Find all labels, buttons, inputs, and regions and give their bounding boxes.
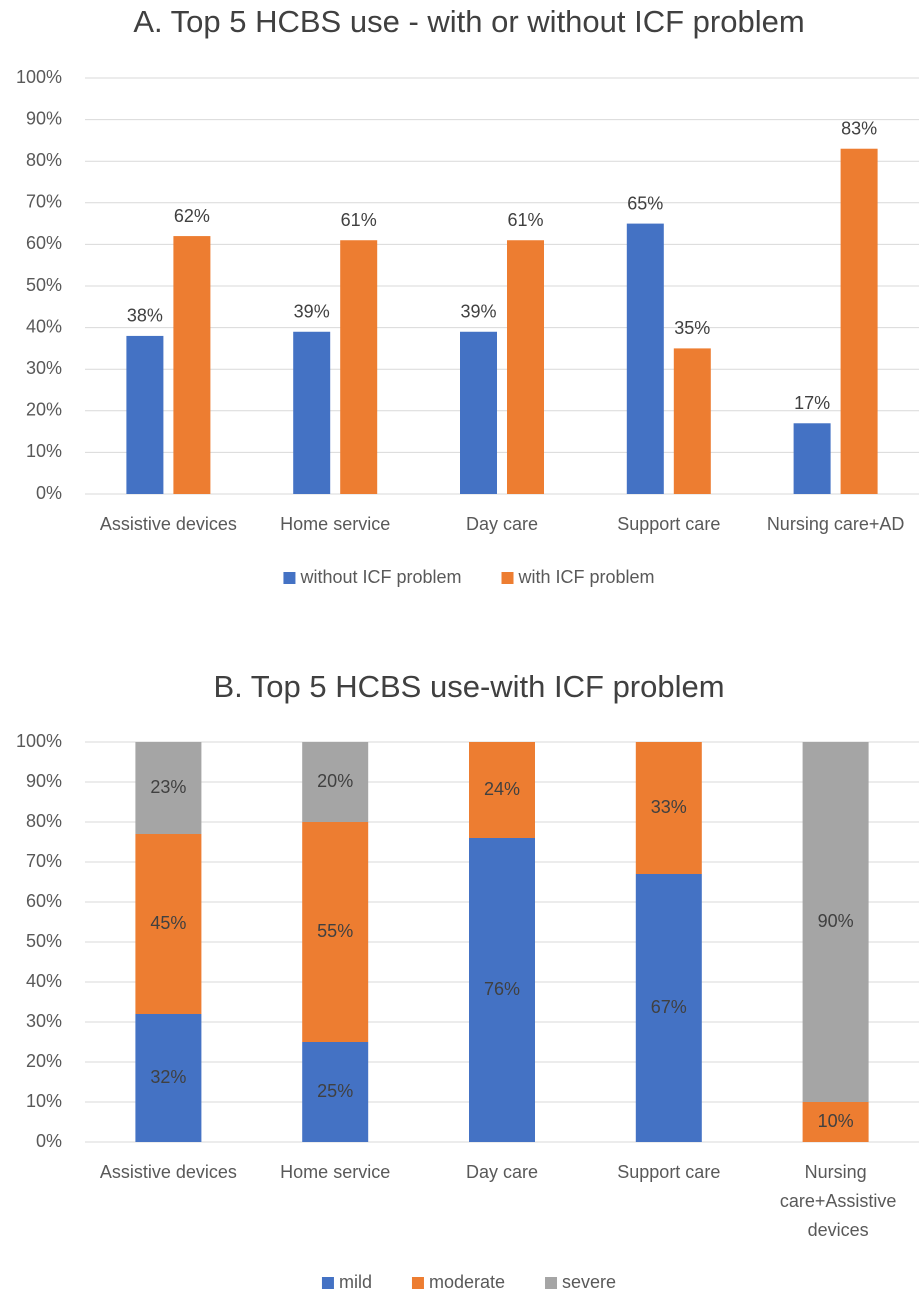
y-tick-label: 20% [26,1051,62,1071]
legend: without ICF problem with ICF problem [283,567,655,587]
legend-swatch [321,1277,334,1289]
y-tick-label: 40% [26,316,62,336]
bar-segment [635,742,702,874]
data-label: 65% [627,193,663,213]
legend-label: with ICF problem [518,567,655,587]
x-tick-label: Nursing care+AD [767,514,905,534]
chart-title: A. Top 5 HCBS use - with or without ICF … [133,4,804,39]
x-tick-label: Support care [617,514,720,534]
legend-label: severe [562,1272,616,1292]
bar-segment [802,742,869,1102]
data-label: 55% [317,921,353,941]
data-label: 38% [127,306,163,326]
data-label: 39% [294,302,330,322]
legend-swatch [545,1277,558,1289]
y-tick-label: 30% [26,1011,62,1031]
bar-segment [302,1042,369,1142]
bar [460,331,497,494]
bar [507,240,544,494]
x-tick-label: Support care [617,1162,720,1182]
y-tick-label: 70% [26,192,62,212]
bar-segment [635,874,702,1142]
data-label: 20% [317,771,353,791]
y-tick-label: 70% [26,851,62,871]
y-tick-label: 40% [26,971,62,991]
y-tick-label: 0% [36,1131,62,1151]
bar [126,335,164,494]
data-label: 10% [818,1111,854,1131]
y-tick-label: 20% [26,400,62,420]
legend-swatch [411,1277,424,1289]
bar-segment [469,838,535,1142]
data-label: 76% [484,979,520,999]
bar [626,223,664,494]
bar-segment [135,834,202,1014]
data-label: 61% [507,210,543,230]
data-label: 62% [174,206,210,226]
data-label: 90% [818,911,854,931]
x-tick-label: Home service [280,1162,390,1182]
bar [673,348,711,494]
legend: mild moderate severe [321,1272,616,1292]
data-label: 25% [317,1081,353,1101]
y-tick-label: 90% [26,771,62,791]
bar [173,236,211,494]
bar [340,240,378,494]
legend-label: moderate [429,1272,505,1292]
bar-segment [135,742,202,834]
y-tick-label: 10% [26,1091,62,1111]
bar-segment [302,742,369,822]
bar-segment [302,822,369,1042]
y-tick-label: 100% [16,67,62,87]
data-label: 32% [150,1067,186,1087]
data-label: 67% [651,997,687,1017]
y-tick-label: 90% [26,108,62,128]
x-tick-label: Home service [280,514,390,534]
data-label: 35% [674,318,710,338]
legend-swatch [283,572,296,584]
y-tick-label: 60% [26,233,62,253]
y-tick-label: 50% [26,931,62,951]
bar-segment [802,1102,869,1142]
y-tick-label: 0% [36,483,62,503]
data-label: 24% [484,779,520,799]
bar [293,331,331,494]
bar-segment [135,1014,202,1142]
legend-label: without ICF problem [299,567,461,587]
bar [793,423,831,494]
data-label: 61% [341,210,377,230]
data-label: 39% [460,302,496,322]
y-tick-label: 50% [26,275,62,295]
y-tick-label: 100% [16,731,62,751]
chart-title: B. Top 5 HCBS use-with ICF problem [213,669,724,704]
data-label: 17% [794,393,830,413]
x-tick-label: Nursing care+Assistive devices [775,1162,897,1240]
y-tick-label: 80% [26,150,62,170]
data-label: 45% [150,913,186,933]
legend-swatch [501,572,514,584]
data-label: 33% [651,797,687,817]
data-label: 23% [150,777,186,797]
y-tick-label: 10% [26,441,62,461]
y-tick-label: 30% [26,358,62,378]
data-label: 83% [841,118,877,138]
x-tick-label: Assistive devices [100,1162,237,1182]
y-tick-label: 60% [26,891,62,911]
legend-label: mild [339,1272,372,1292]
x-tick-label: Day care [466,1162,538,1182]
x-tick-label: Assistive devices [100,514,237,534]
bar [840,148,878,494]
bar-segment [469,742,535,838]
y-tick-label: 80% [26,811,62,831]
x-tick-label: Day care [466,514,538,534]
